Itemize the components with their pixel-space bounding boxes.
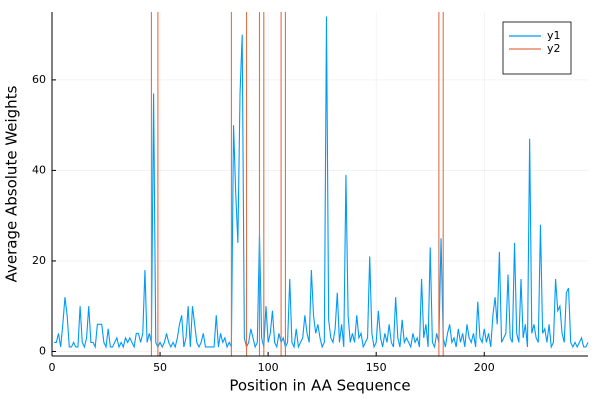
y-tick-label: 40: [32, 163, 46, 176]
line-series: [54, 16, 589, 349]
x-tick-label: 50: [153, 361, 167, 374]
legend-box: [502, 21, 572, 75]
y-tick-label: 0: [39, 344, 46, 357]
x-tick-label: 100: [258, 361, 279, 374]
x-tick-label: 0: [49, 361, 56, 374]
y-tick-label: 60: [32, 73, 46, 86]
x-tick-label: 150: [366, 361, 387, 374]
x-axis-label: Position in AA Sequence: [229, 377, 410, 395]
y-axis-label: Average Absolute Weights: [3, 85, 21, 282]
y-tick-label: 20: [32, 254, 46, 267]
x-tick-label: 200: [474, 361, 495, 374]
legend-label: y1: [547, 29, 561, 42]
legend-label: y2: [547, 42, 561, 55]
